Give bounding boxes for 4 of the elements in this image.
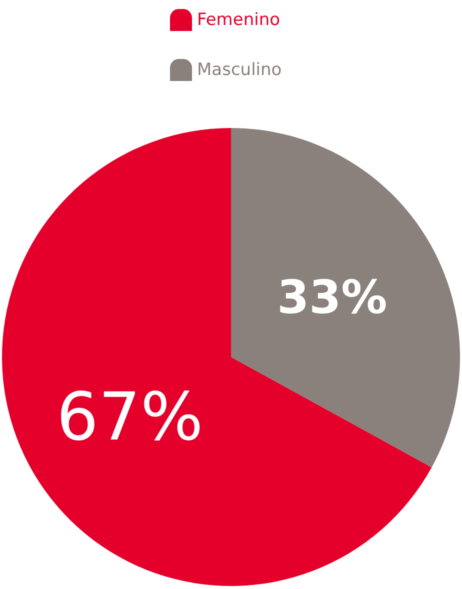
legend-label: Masculino xyxy=(197,60,282,80)
data-label: 33% xyxy=(277,270,388,324)
legend-label: Femenino xyxy=(197,10,280,30)
data-label: 67% xyxy=(56,378,204,456)
